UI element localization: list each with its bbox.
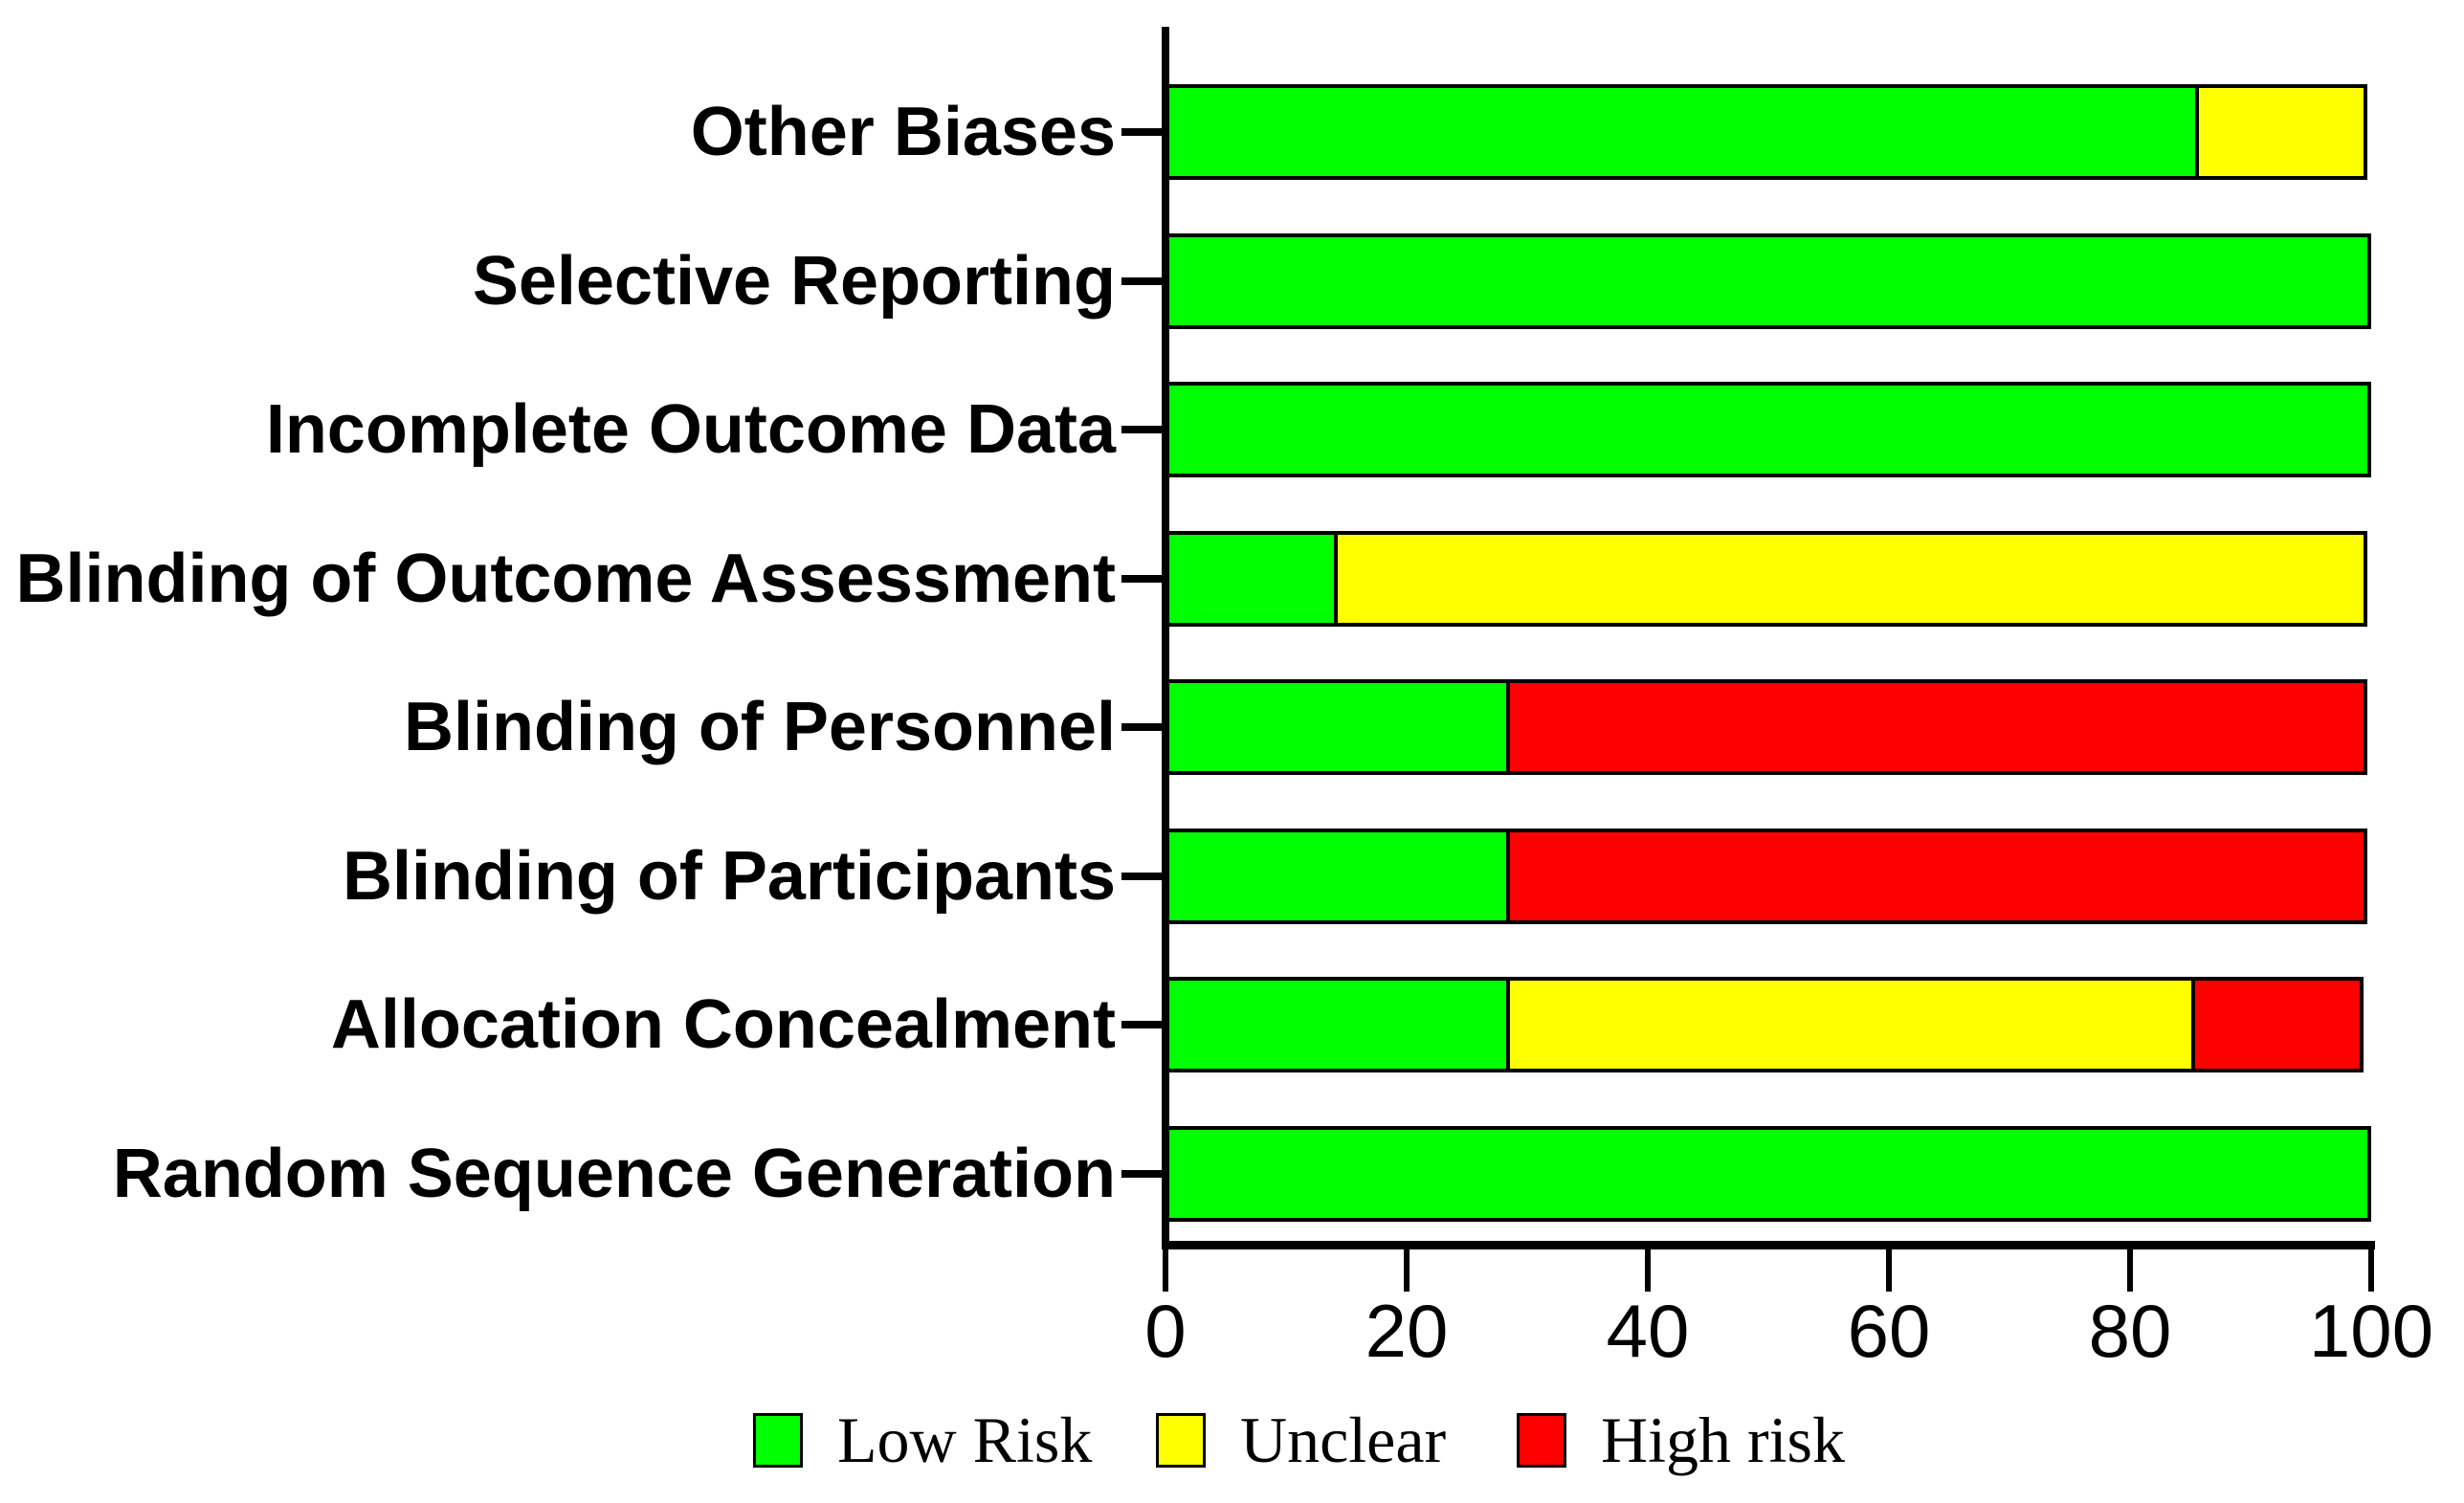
bar-allocation-concealment	[1165, 977, 2371, 1072]
category-tick-blinding-of-personnel	[1121, 723, 1165, 731]
segment-low-risk-random-sequence-generation	[1165, 1125, 2371, 1222]
category-label-other-biases: Other Biases	[690, 94, 1116, 170]
category-label-blinding-of-participants: Blinding of Participants	[342, 837, 1116, 915]
y-axis-line	[1162, 27, 1169, 1249]
category-label-allocation-concealment: Allocation Concealment	[330, 986, 1116, 1063]
category-label-random-sequence-generation: Random Sequence Generation	[112, 1135, 1116, 1212]
segment-unclear-other-biases	[2194, 84, 2367, 180]
segment-low-risk-incomplete-outcome-data	[1165, 382, 2371, 477]
category-label-blinding-of-personnel: Blinding of Personnel	[403, 689, 1116, 765]
x-tick-label-20: 20	[1365, 1289, 1449, 1373]
x-tick-label-80: 80	[2088, 1289, 2172, 1373]
x-tick-60	[1886, 1249, 1892, 1292]
category-label-incomplete-outcome-data: Incomplete Outcome Data	[265, 391, 1116, 468]
bar-blinding-of-personnel	[1165, 679, 2371, 775]
category-tick-allocation-concealment	[1121, 1021, 1165, 1028]
segment-low-risk-selective-reporting	[1165, 232, 2371, 329]
segment-high-risk-allocation-concealment	[2190, 977, 2364, 1072]
category-tick-selective-reporting	[1121, 276, 1165, 285]
bar-blinding-of-outcome-assessment	[1165, 530, 2371, 627]
segment-low-risk-blinding-of-personnel	[1165, 679, 1511, 775]
category-tick-incomplete-outcome-data	[1121, 426, 1165, 433]
legend-label-low-risk: Low Risk	[837, 1404, 1093, 1476]
segment-high-risk-blinding-of-participants	[1506, 828, 2367, 924]
legend-swatch-high-risk	[1517, 1412, 1566, 1468]
x-tick-100	[2368, 1249, 2374, 1292]
category-tick-blinding-of-participants	[1121, 872, 1165, 880]
segment-low-risk-allocation-concealment	[1165, 977, 1511, 1072]
category-label-blinding-of-outcome-assessment: Blinding of Outcome Assessment	[15, 540, 1116, 617]
segment-low-risk-other-biases	[1165, 84, 2199, 180]
x-tick-80	[2127, 1249, 2133, 1292]
segment-unclear-blinding-of-outcome-assessment	[1334, 530, 2367, 627]
x-axis-line	[1162, 1241, 2375, 1249]
x-tick-label-100: 100	[2308, 1289, 2434, 1373]
bar-other-biases	[1165, 84, 2371, 180]
segment-low-risk-blinding-of-participants	[1165, 828, 1511, 924]
x-tick-0	[1163, 1249, 1168, 1292]
legend-item-high-risk: High risk	[1517, 1399, 1845, 1481]
x-tick-20	[1404, 1249, 1410, 1292]
segment-unclear-allocation-concealment	[1506, 977, 2195, 1072]
bar-random-sequence-generation	[1165, 1125, 2371, 1222]
category-tick-other-biases	[1121, 128, 1165, 136]
category-tick-random-sequence-generation	[1121, 1169, 1165, 1178]
category-label-selective-reporting: Selective Reporting	[472, 242, 1116, 320]
bar-incomplete-outcome-data	[1165, 382, 2371, 477]
category-tick-blinding-of-outcome-assessment	[1121, 574, 1165, 583]
legend-label-unclear: Unclear	[1240, 1404, 1447, 1476]
segment-high-risk-blinding-of-personnel	[1506, 679, 2367, 775]
bar-selective-reporting	[1165, 232, 2371, 329]
legend-label-high-risk: High risk	[1601, 1404, 1845, 1476]
x-tick-40	[1645, 1249, 1651, 1292]
legend-item-unclear: Unclear	[1156, 1399, 1446, 1481]
x-tick-label-40: 40	[1606, 1289, 1690, 1373]
segment-low-risk-blinding-of-outcome-assessment	[1165, 530, 1339, 627]
legend-item-low-risk: Low Risk	[753, 1399, 1092, 1481]
legend-swatch-low-risk	[753, 1412, 803, 1468]
x-tick-label-60: 60	[1847, 1289, 1931, 1373]
x-tick-label-0: 0	[1144, 1289, 1187, 1373]
bar-blinding-of-participants	[1165, 828, 2371, 924]
legend-swatch-unclear	[1156, 1412, 1206, 1468]
